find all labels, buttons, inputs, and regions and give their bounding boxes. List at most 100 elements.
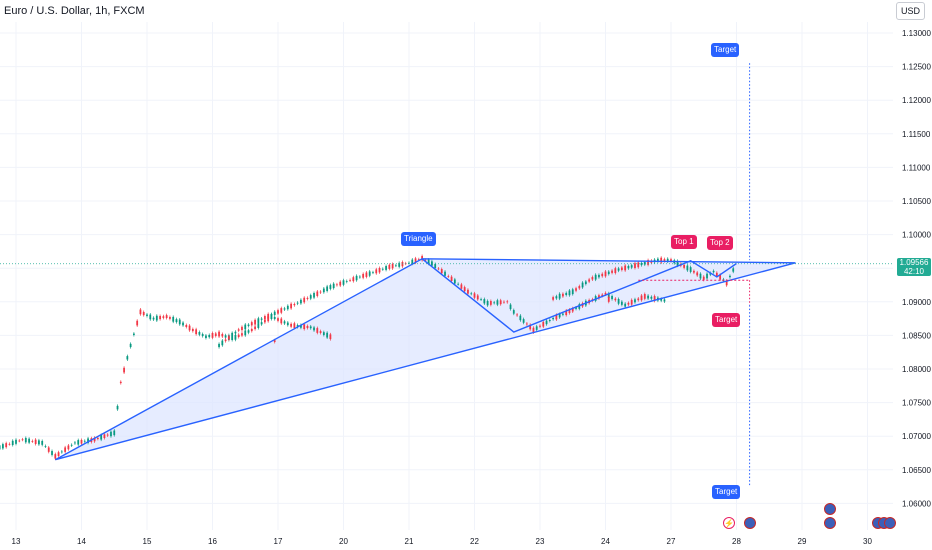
x-tick-label: 13	[12, 537, 21, 546]
candles	[0, 254, 735, 461]
candle-body	[562, 313, 564, 315]
candle-body	[453, 279, 456, 284]
candle-body	[578, 304, 581, 309]
candle-body	[277, 318, 279, 321]
candle-body	[614, 268, 617, 274]
candle-body	[241, 326, 243, 331]
candle-body	[234, 334, 237, 340]
candle-body	[60, 451, 63, 453]
candle-body	[545, 320, 548, 325]
candle-body	[588, 279, 591, 282]
candle-body	[643, 261, 646, 265]
candle-body	[427, 259, 430, 264]
candle-body	[178, 319, 181, 325]
candle-body	[103, 434, 106, 439]
last-price: 1.09566	[899, 258, 929, 267]
candle-body	[326, 332, 329, 338]
candle-body	[28, 438, 30, 443]
candle-body	[486, 300, 489, 306]
candle-body	[637, 298, 640, 301]
candle-body	[283, 308, 286, 310]
candle-body	[555, 314, 558, 320]
candle-body	[34, 439, 37, 444]
x-axis: 13 14 15 16 17 20 21 22 23 24 27 28 29 30	[12, 537, 873, 546]
candle-body	[663, 299, 666, 302]
candle-body	[234, 331, 237, 334]
candle-body	[365, 272, 368, 277]
x-tick-label: 15	[143, 537, 152, 546]
candle-body	[162, 316, 165, 318]
candle-body	[349, 280, 351, 281]
candle-body	[604, 271, 607, 277]
candle-body	[270, 314, 273, 316]
y-tick-label: 1.06000	[902, 499, 931, 508]
candle-body	[535, 326, 538, 330]
candle-body	[224, 339, 227, 342]
candle-body	[257, 323, 260, 328]
candle-body	[309, 295, 312, 299]
us-flag-icon	[884, 517, 896, 529]
candle-body	[509, 304, 512, 310]
y-tick-label: 1.10000	[902, 231, 931, 240]
candle-body	[201, 334, 204, 337]
candle-body	[470, 293, 473, 295]
candle-body	[205, 335, 207, 339]
candle-body	[83, 440, 86, 442]
candle-body	[683, 264, 685, 268]
candle-body	[565, 310, 568, 316]
candle-body	[339, 281, 342, 286]
candle-body	[571, 308, 574, 312]
candle-body	[336, 284, 338, 286]
candle-body	[286, 305, 289, 310]
candle-body	[169, 317, 171, 319]
pattern-lines	[0, 63, 893, 487]
candle-body	[627, 302, 630, 305]
triangle-label: Triangle	[401, 232, 436, 246]
candle-body	[322, 288, 325, 293]
triangle-fill	[55, 258, 796, 460]
candle-body	[709, 272, 712, 275]
candle-body	[575, 307, 577, 309]
candle-body	[280, 318, 283, 324]
candle-body	[316, 328, 319, 333]
candle-body	[647, 295, 649, 299]
currency-button[interactable]: USD	[896, 2, 925, 20]
us-flag-icon	[824, 503, 836, 515]
x-tick-label: 30	[863, 537, 872, 546]
candle-body	[398, 262, 401, 267]
candle-body	[142, 311, 145, 316]
candle-body	[146, 314, 148, 317]
candle-body	[358, 276, 361, 278]
candle-body	[699, 273, 702, 279]
candle-body	[254, 319, 256, 325]
candle-body	[473, 293, 476, 298]
candle-body	[640, 262, 643, 266]
candle-body	[483, 299, 486, 304]
candle-body	[273, 311, 276, 315]
candle-body	[611, 295, 613, 300]
candle-body	[634, 299, 636, 303]
candle-body	[264, 319, 266, 323]
candle-body	[57, 452, 60, 457]
candle-body	[264, 316, 266, 320]
x-tick-label: 20	[339, 537, 348, 546]
candle-body	[0, 445, 1, 450]
candle-body	[211, 333, 214, 338]
candle-body	[126, 356, 129, 360]
top2-label: Top 2	[707, 236, 733, 250]
candle-body	[630, 265, 633, 268]
candle-body	[539, 325, 541, 327]
candle-body	[283, 321, 286, 324]
candle-body	[24, 437, 27, 443]
candle-body	[719, 274, 722, 280]
candle-body	[532, 327, 535, 333]
candle-body	[214, 333, 217, 337]
candle-body	[133, 333, 135, 335]
candle-body	[476, 295, 479, 300]
candle-body	[467, 289, 469, 294]
candle-body	[440, 269, 443, 274]
candle-body	[637, 262, 640, 268]
candle-body	[319, 331, 322, 333]
candle-body	[611, 270, 613, 273]
